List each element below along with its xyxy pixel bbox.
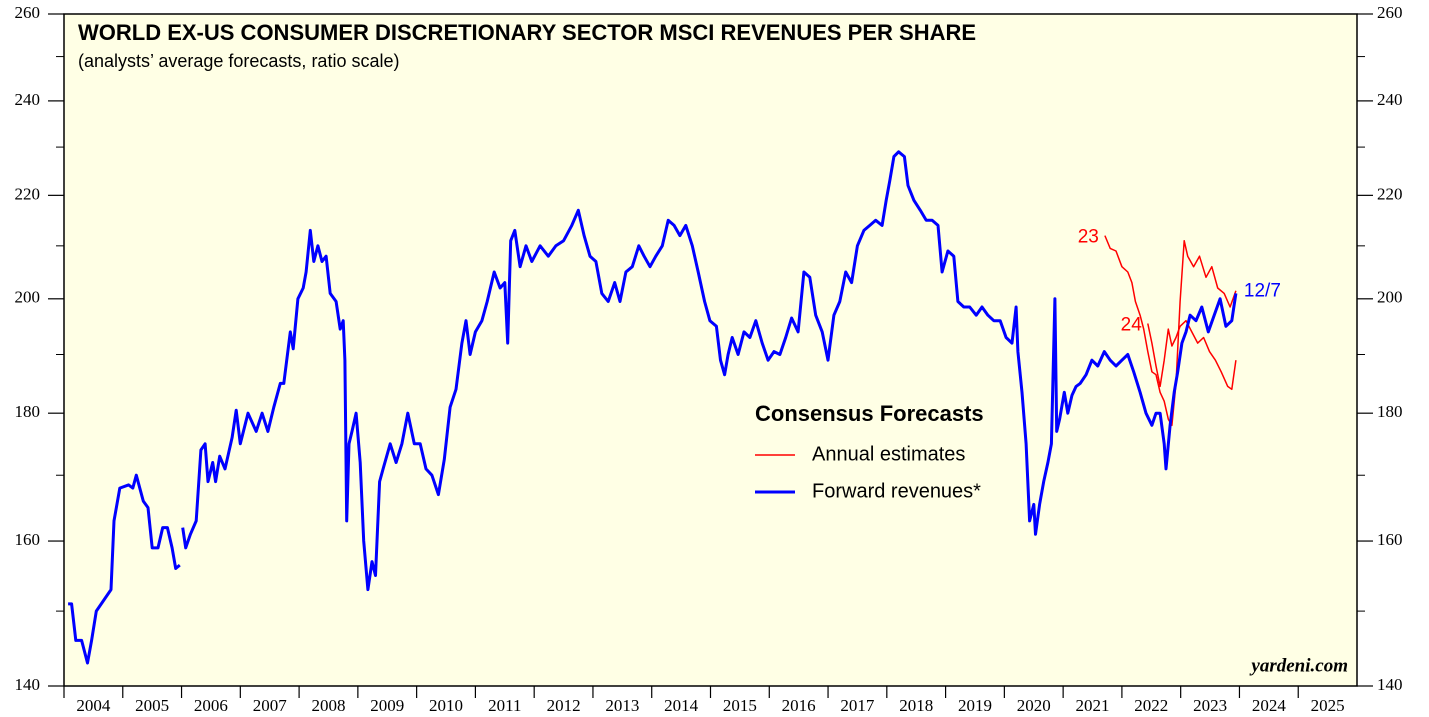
x-tick-label: 2022 bbox=[1134, 696, 1168, 715]
line-label: 24 bbox=[1121, 315, 1143, 336]
plot-area bbox=[63, 13, 1358, 687]
y2-tick-label: 160 bbox=[1377, 530, 1403, 549]
y-tick-label: 220 bbox=[15, 184, 41, 203]
x-tick-label: 2007 bbox=[253, 696, 288, 715]
y-tick-label: 160 bbox=[15, 530, 41, 549]
legend-label: Forward revenues* bbox=[812, 480, 981, 502]
x-tick-label: 2015 bbox=[723, 696, 757, 715]
x-tick-label: 2014 bbox=[664, 696, 699, 715]
source: yardeni.com bbox=[1249, 655, 1348, 676]
x-tick-label: 2004 bbox=[76, 696, 111, 715]
x-tick-label: 2009 bbox=[370, 696, 404, 715]
x-tick-label: 2021 bbox=[1076, 696, 1110, 715]
series-line bbox=[68, 150, 1238, 665]
y2-tick-label: 240 bbox=[1377, 90, 1403, 109]
x-tick-label: 2016 bbox=[782, 696, 816, 715]
x-tick-label: 2005 bbox=[135, 696, 169, 715]
x-tick-label: 2020 bbox=[1017, 696, 1051, 715]
y2-tick-label: 260 bbox=[1377, 3, 1403, 22]
y-tick-label: 240 bbox=[15, 90, 41, 109]
y2-tick-label: 200 bbox=[1377, 288, 1403, 307]
x-tick-label: 2010 bbox=[429, 696, 463, 715]
x-tick-label: 2023 bbox=[1193, 696, 1227, 715]
y-tick-label: 200 bbox=[15, 288, 41, 307]
end-label: 12/7 bbox=[1244, 280, 1281, 301]
series-line bbox=[1104, 235, 1237, 427]
series-line bbox=[1147, 319, 1237, 391]
legend-label: Annual estimates bbox=[812, 443, 965, 465]
x-tick-label: 2017 bbox=[840, 696, 875, 715]
chart-subtitle: (analysts’ average forecasts, ratio scal… bbox=[78, 51, 399, 71]
chart-title: WORLD EX-US CONSUMER DISCRETIONARY SECTO… bbox=[78, 20, 976, 45]
x-tick-label: 2006 bbox=[194, 696, 228, 715]
x-tick-label: 2013 bbox=[605, 696, 639, 715]
legend-title: Consensus Forecasts bbox=[755, 401, 984, 426]
x-tick-label: 2025 bbox=[1311, 696, 1345, 715]
line-label: 23 bbox=[1078, 227, 1099, 248]
y2-tick-label: 140 bbox=[1377, 675, 1403, 694]
x-tick-label: 2012 bbox=[547, 696, 581, 715]
y-tick-label: 140 bbox=[15, 675, 41, 694]
x-tick-label: 2018 bbox=[899, 696, 933, 715]
y-tick-label: 180 bbox=[15, 402, 41, 421]
y-tick-label: 260 bbox=[15, 3, 41, 22]
x-tick-label: 2008 bbox=[311, 696, 345, 715]
x-tick-label: 2024 bbox=[1252, 696, 1287, 715]
x-tick-label: 2019 bbox=[958, 696, 992, 715]
x-tick-label: 2011 bbox=[488, 696, 521, 715]
y2-tick-label: 220 bbox=[1377, 184, 1403, 203]
y2-tick-label: 180 bbox=[1377, 402, 1403, 421]
